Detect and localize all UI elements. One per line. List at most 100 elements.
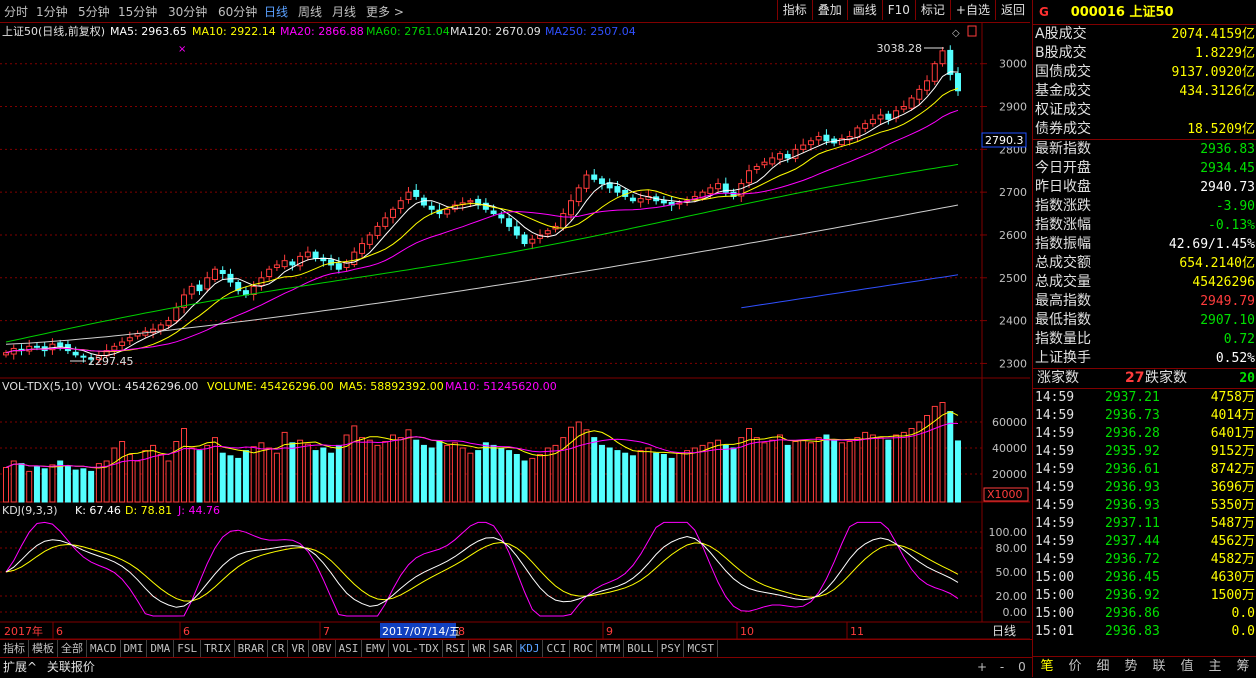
period-tab-0[interactable]: 分时 — [4, 5, 29, 19]
indicator-tab-vol-tdx[interactable]: VOL-TDX — [389, 640, 443, 657]
tick-row[interactable]: 14:59 2937.11 5487万 — [1033, 515, 1256, 533]
candle[interactable] — [3, 352, 9, 356]
candle[interactable] — [397, 200, 404, 209]
candle[interactable] — [506, 218, 513, 227]
candle[interactable] — [869, 118, 876, 125]
candle[interactable] — [629, 197, 636, 202]
candle[interactable] — [266, 268, 273, 278]
candle[interactable] — [351, 251, 358, 266]
candle[interactable] — [312, 251, 319, 260]
candle[interactable] — [877, 114, 884, 120]
candle[interactable] — [188, 285, 195, 295]
candle[interactable] — [157, 324, 164, 331]
candle[interactable] — [924, 80, 931, 91]
candle[interactable] — [614, 186, 621, 193]
candle[interactable] — [413, 189, 420, 197]
indicator-tab-roc[interactable]: ROC — [570, 640, 598, 657]
tick-row[interactable]: 15:00 2936.86 0.0 — [1033, 605, 1256, 623]
period-tab-9[interactable]: 更多 > — [366, 5, 404, 19]
tool-button-3[interactable]: F10 — [881, 0, 915, 20]
tool-button-6[interactable]: 返回 — [994, 0, 1030, 20]
kline-chart[interactable]: 30002900280027002600250024002300上证50(日线,… — [0, 22, 1030, 639]
tick-row[interactable]: 15:00 2936.92 1500万 — [1033, 587, 1256, 605]
candle[interactable] — [382, 217, 389, 227]
candle[interactable] — [498, 214, 505, 219]
tool-button-0[interactable]: 指标 — [776, 0, 812, 20]
tick-row[interactable]: 14:59 2937.44 4562万 — [1033, 533, 1256, 551]
candle[interactable] — [746, 170, 753, 184]
candle[interactable] — [637, 198, 644, 203]
indicator-tab-emv[interactable]: EMV — [362, 640, 390, 657]
candle[interactable] — [862, 123, 869, 129]
candle[interactable] — [211, 268, 218, 281]
pager-button-2[interactable]: 0 — [1018, 660, 1026, 674]
candle[interactable] — [521, 234, 528, 245]
candle[interactable] — [219, 270, 226, 275]
candle[interactable] — [838, 138, 845, 146]
tick-row[interactable]: 15:00 2936.45 4630万 — [1033, 569, 1256, 587]
indicator-tab-模板[interactable]: 模板 — [29, 640, 58, 657]
period-tab-5[interactable]: 60分钟 — [218, 5, 258, 19]
candle[interactable] — [823, 134, 830, 142]
candle[interactable] — [374, 225, 381, 236]
candle[interactable] — [289, 261, 296, 266]
candle[interactable] — [761, 161, 768, 166]
period-tab-8[interactable]: 月线 — [332, 5, 357, 19]
panel-tab-4[interactable]: 联 — [1152, 659, 1166, 674]
tick-list[interactable]: 14:59 2937.21 4758万 14:59 2936.73 4014万 14:59 2… — [1033, 389, 1256, 641]
candle[interactable] — [389, 208, 396, 218]
candle[interactable] — [776, 153, 783, 160]
candle[interactable] — [165, 320, 172, 326]
candle[interactable] — [335, 263, 342, 270]
panel-tab-5[interactable]: 值 — [1180, 659, 1194, 674]
panel-tab-6[interactable]: 主 — [1208, 659, 1222, 674]
indicator-tab-brar[interactable]: BRAR — [235, 640, 269, 657]
candle[interactable] — [444, 208, 451, 215]
indicator-tab-asi[interactable]: ASI — [336, 640, 363, 657]
candle[interactable] — [568, 200, 575, 216]
tick-row[interactable]: 14:59 2935.92 9152万 — [1033, 443, 1256, 461]
indicator-tab-dma[interactable]: DMA — [147, 640, 175, 657]
candle[interactable] — [916, 88, 923, 100]
indicator-tab-fsl[interactable]: FSL — [174, 640, 202, 657]
period-tab-7[interactable]: 周线 — [298, 5, 323, 19]
pager-button-0[interactable]: + — [976, 660, 988, 674]
indicator-tab-mcst[interactable]: MCST — [684, 640, 718, 657]
candle[interactable] — [955, 73, 961, 92]
tick-row[interactable]: 14:59 2937.21 4758万 — [1033, 389, 1256, 407]
candle[interactable] — [575, 187, 582, 203]
candle[interactable] — [80, 355, 87, 358]
candle[interactable] — [792, 148, 799, 159]
candle[interactable] — [715, 183, 722, 190]
indicator-tab-sar[interactable]: SAR — [490, 640, 517, 657]
related-quotes-button[interactable]: 关联报价 — [46, 660, 95, 674]
period-tab-1[interactable]: 1分钟 — [36, 5, 68, 19]
candle[interactable] — [258, 277, 265, 287]
candle[interactable] — [126, 337, 133, 342]
candle[interactable] — [297, 255, 304, 267]
indicator-tab-指标[interactable]: 指标 — [0, 640, 29, 657]
candle[interactable] — [885, 113, 892, 120]
panel-tab-3[interactable]: 势 — [1124, 659, 1138, 674]
candle[interactable] — [111, 345, 118, 351]
candle[interactable] — [784, 153, 791, 159]
candle[interactable] — [544, 230, 551, 235]
candle[interactable] — [722, 183, 729, 193]
tick-row[interactable]: 15:01 2936.83 0.0 — [1033, 623, 1256, 641]
indicator-tab-wr[interactable]: WR — [469, 640, 490, 657]
candle[interactable] — [591, 174, 598, 180]
indicator-tab-mtm[interactable]: MTM — [597, 640, 625, 657]
candle[interactable] — [72, 351, 79, 356]
indicator-tab-全部[interactable]: 全部 — [58, 640, 87, 657]
candle[interactable] — [467, 200, 474, 203]
indicator-tab-dmi[interactable]: DMI — [121, 640, 148, 657]
candle[interactable] — [753, 165, 760, 170]
candle[interactable] — [660, 200, 667, 204]
candle[interactable] — [815, 135, 822, 141]
pager-button-1[interactable]: - — [999, 660, 1005, 674]
candle[interactable] — [235, 282, 242, 292]
candle[interactable] — [428, 205, 435, 210]
indicator-tab-rsi[interactable]: RSI — [443, 640, 470, 657]
candle[interactable] — [359, 243, 366, 254]
panel-tab-1[interactable]: 价 — [1068, 659, 1082, 674]
